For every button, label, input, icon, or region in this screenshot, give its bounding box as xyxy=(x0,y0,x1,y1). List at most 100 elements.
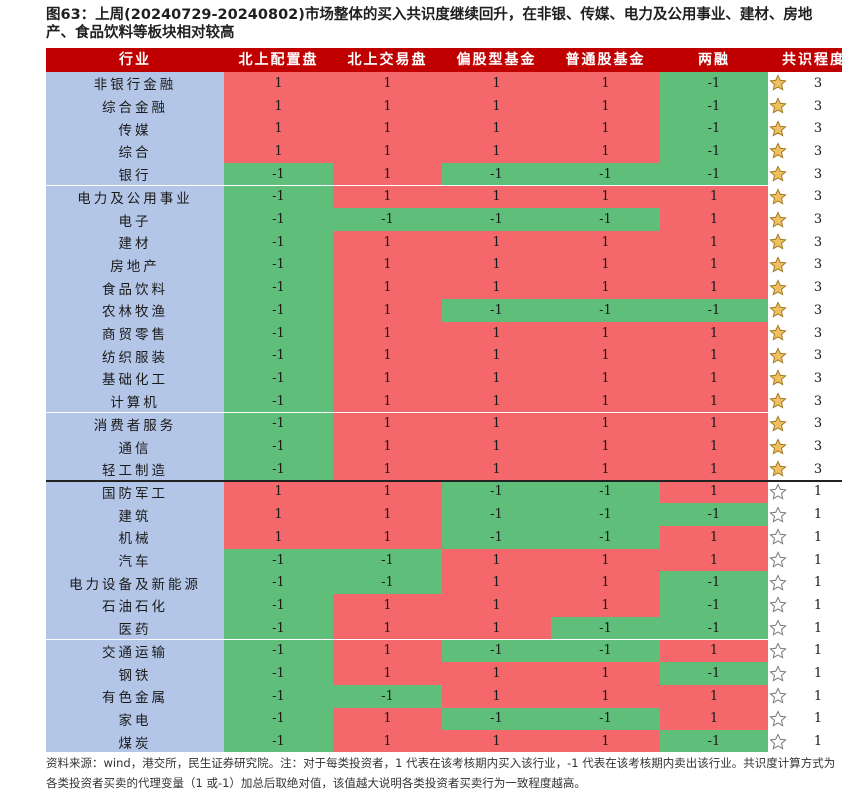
signal-cell: 1 xyxy=(660,185,768,209)
signal-cell: 1 xyxy=(333,435,442,458)
star-outline-icon xyxy=(768,707,788,731)
table-row: 计算机 -1 1 1 1 1 3 xyxy=(46,389,842,413)
signal-cell: 1 xyxy=(442,367,551,390)
table-row: 医药 -1 1 1 -1 -1 1 xyxy=(46,616,842,640)
signal-cell: 1 xyxy=(333,117,442,141)
table-row: 家电 -1 1 -1 -1 1 1 xyxy=(46,707,842,731)
signal-cell: -1 xyxy=(660,299,768,322)
consensus-value: 1 xyxy=(788,571,842,595)
industry-cell: 通信 xyxy=(46,435,224,458)
signal-cell: 1 xyxy=(442,185,551,209)
industry-cell: 电子 xyxy=(46,208,224,231)
star-filled-icon xyxy=(768,367,788,390)
consensus-value: 3 xyxy=(788,344,842,368)
signal-cell: 1 xyxy=(333,594,442,617)
signal-cell: 1 xyxy=(333,707,442,731)
signal-cell: 1 xyxy=(442,457,551,481)
signal-cell: 1 xyxy=(660,480,768,504)
industry-cell: 交通运输 xyxy=(46,639,224,663)
signal-cell: 1 xyxy=(224,140,333,163)
table-row: 通信 -1 1 1 1 1 3 xyxy=(46,435,842,458)
industry-cell: 计算机 xyxy=(46,389,224,413)
table-row: 综合金融 1 1 1 1 -1 3 xyxy=(46,94,842,118)
figure-title-line1: 图63：上周(20240729-20240802)市场整体的买入共识度继续回升，… xyxy=(46,7,813,23)
star-outline-icon xyxy=(768,684,788,708)
industry-cell: 综合 xyxy=(46,140,224,163)
star-outline-icon xyxy=(768,616,788,640)
signal-cell: 1 xyxy=(551,435,660,458)
consensus-value: 1 xyxy=(788,480,842,504)
star-filled-icon xyxy=(768,208,788,231)
signal-cell: 1 xyxy=(333,662,442,685)
signal-cell: -1 xyxy=(224,571,333,595)
signal-cell: 1 xyxy=(551,389,660,413)
signal-cell: 1 xyxy=(551,72,660,95)
consensus-value: 1 xyxy=(788,684,842,708)
table-row: 商贸零售 -1 1 1 1 1 3 xyxy=(46,321,842,345)
signal-cell: -1 xyxy=(660,571,768,595)
consensus-value: 1 xyxy=(788,616,842,640)
signal-cell: -1 xyxy=(551,299,660,322)
signal-cell: 1 xyxy=(442,344,551,368)
signal-cell: 1 xyxy=(660,684,768,708)
consensus-value: 1 xyxy=(788,503,842,526)
table-row: 非银行金融 1 1 1 1 -1 3 xyxy=(46,72,842,95)
consensus-value: 3 xyxy=(788,140,842,163)
industry-cell: 电力及公用事业 xyxy=(46,185,224,209)
signal-cell: 1 xyxy=(551,276,660,299)
star-filled-icon xyxy=(768,389,788,413)
signal-cell: -1 xyxy=(551,208,660,231)
star-filled-icon xyxy=(768,457,788,481)
signal-cell: -1 xyxy=(224,457,333,481)
star-outline-icon xyxy=(768,548,788,572)
signal-cell: 1 xyxy=(660,412,768,436)
header-standard-equity-fund: 普通股基金 xyxy=(565,52,646,68)
table-row: 有色金属 -1 -1 1 1 1 1 xyxy=(46,684,842,708)
industry-cell: 房地产 xyxy=(46,253,224,277)
signal-cell: 1 xyxy=(442,276,551,299)
table-row: 纺织服装 -1 1 1 1 1 3 xyxy=(46,344,842,368)
industry-cell: 银行 xyxy=(46,162,224,186)
table-row: 银行 -1 1 -1 -1 -1 3 xyxy=(46,162,842,186)
star-filled-icon xyxy=(768,230,788,254)
star-outline-icon xyxy=(768,730,788,752)
star-outline-icon xyxy=(768,526,788,549)
group-divider xyxy=(46,479,842,482)
consensus-value: 1 xyxy=(788,730,842,752)
table-row: 石油石化 -1 1 1 1 -1 1 xyxy=(46,594,842,617)
signal-cell: -1 xyxy=(660,662,768,685)
star-filled-icon xyxy=(768,253,788,277)
consensus-value: 3 xyxy=(788,412,842,436)
signal-cell: 1 xyxy=(333,526,442,549)
signal-cell: -1 xyxy=(224,730,333,752)
signal-cell: -1 xyxy=(660,730,768,752)
signal-cell: 1 xyxy=(551,140,660,163)
industry-cell: 食品饮料 xyxy=(46,276,224,299)
star-outline-icon xyxy=(768,480,788,504)
signal-cell: 1 xyxy=(660,457,768,481)
source-note-line2: 各类投资者买卖的代理变量（1 或-1）加总后取绝对值，该值越大说明各类投资者买卖… xyxy=(46,776,586,790)
signal-cell: 1 xyxy=(551,571,660,595)
table-row: 食品饮料 -1 1 1 1 1 3 xyxy=(46,276,842,299)
signal-cell: 1 xyxy=(442,594,551,617)
signal-cell: -1 xyxy=(660,94,768,118)
table-row: 基础化工 -1 1 1 1 1 3 xyxy=(46,367,842,390)
consensus-value: 3 xyxy=(788,457,842,481)
industry-cell: 非银行金融 xyxy=(46,72,224,95)
header-northbound-allocation: 北上配置盘 xyxy=(238,52,319,68)
signal-cell: 1 xyxy=(660,548,768,572)
signal-cell: 1 xyxy=(660,230,768,254)
signal-cell: -1 xyxy=(224,662,333,685)
signal-cell: 1 xyxy=(224,72,333,95)
signal-cell: -1 xyxy=(224,548,333,572)
industry-cell: 国防军工 xyxy=(46,480,224,504)
consensus-value: 3 xyxy=(788,162,842,186)
signal-cell: 1 xyxy=(333,299,442,322)
signal-cell: 1 xyxy=(551,594,660,617)
signal-cell: 1 xyxy=(333,72,442,95)
consensus-table: 行业 北上配置盘 北上交易盘 偏股型基金 普通股基金 两融 共识程度 非银行金融… xyxy=(46,48,842,752)
signal-cell: 1 xyxy=(333,230,442,254)
industry-cell: 基础化工 xyxy=(46,367,224,390)
table-row: 综合 1 1 1 1 -1 3 xyxy=(46,140,842,163)
signal-cell: 1 xyxy=(442,140,551,163)
